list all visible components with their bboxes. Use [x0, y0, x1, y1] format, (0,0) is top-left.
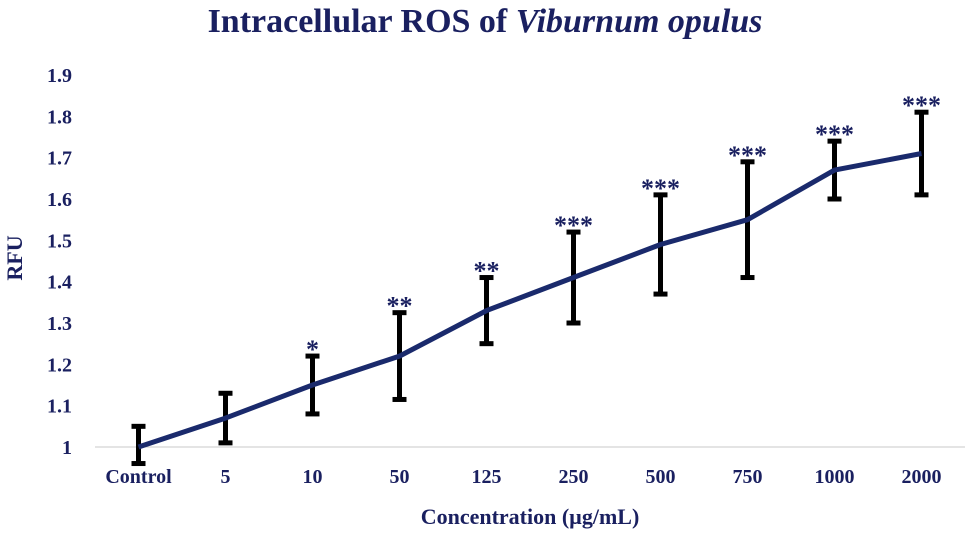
series-line	[137, 151, 922, 450]
y-axis-label: RFU	[2, 235, 27, 280]
x-axis-ticks: Control 5 10 50 125 250 500 750 1000 2000	[105, 466, 941, 488]
significance-label: *	[306, 335, 319, 364]
x-tick-label: 5	[221, 466, 231, 488]
y-tick-label: 1	[62, 437, 72, 459]
y-tick-label: 1.8	[47, 106, 72, 128]
y-tick-label: 1.5	[47, 230, 72, 252]
chart-title: Intracellular ROS of Viburnum opulus	[208, 3, 763, 40]
y-tick-label: 1.4	[47, 272, 72, 294]
x-axis-label: Concentration (µg/mL)	[421, 504, 640, 529]
significance-label: ***	[554, 211, 593, 240]
significance-label: **	[387, 292, 413, 321]
significance-label: ***	[815, 120, 854, 149]
y-tick-label: 1.6	[47, 189, 72, 211]
y-tick-label: 1.2	[47, 354, 72, 376]
x-tick-label: 750	[733, 466, 763, 488]
y-tick-label: 1.3	[47, 313, 72, 335]
significance-label: ***	[902, 91, 941, 120]
y-axis-ticks: 1 1.1 1.2 1.3 1.4 1.5 1.6 1.7 1.8 1.9	[47, 65, 72, 459]
x-tick-label: 10	[303, 466, 323, 488]
chart-title-main: Intracellular ROS of	[208, 3, 516, 40]
x-tick-label: 500	[646, 466, 676, 488]
chart-title-species: Viburnum opulus	[516, 3, 763, 40]
x-tick-label: 50	[390, 466, 410, 488]
significance-labels: ********************	[306, 91, 941, 364]
significance-label: **	[474, 257, 500, 286]
x-tick-label: 1000	[815, 466, 855, 488]
x-tick-label: 125	[472, 466, 502, 488]
y-tick-label: 1.9	[47, 65, 72, 87]
significance-label: ***	[728, 141, 767, 170]
significance-label: ***	[641, 174, 680, 203]
y-tick-label: 1.1	[47, 396, 72, 418]
x-tick-label: 250	[559, 466, 589, 488]
x-tick-label: 2000	[902, 466, 942, 488]
y-tick-label: 1.7	[47, 148, 72, 170]
x-tick-label: Control	[105, 466, 172, 488]
